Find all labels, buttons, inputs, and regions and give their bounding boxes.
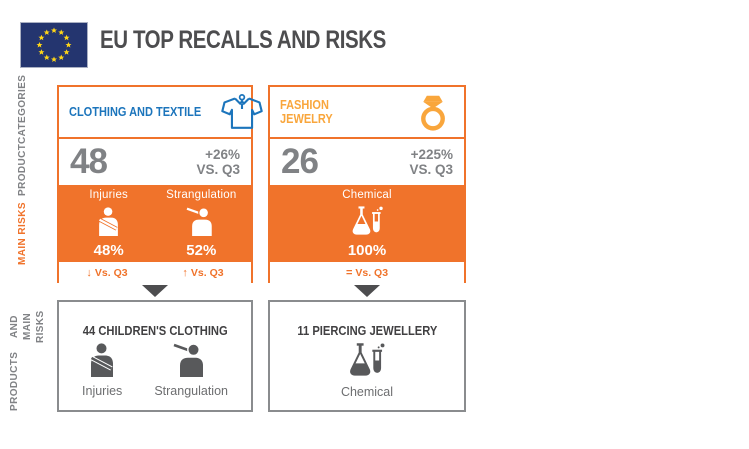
top-product-risks: Injuries Strangulation [82, 343, 228, 398]
risk-percent: 52% [186, 242, 217, 259]
trend-label: Vs. Q3 [94, 266, 128, 279]
injury-person-icon [93, 207, 124, 236]
risk-label: Strangulation [166, 189, 237, 201]
trend-arrow-up-icon: ↑ [182, 266, 188, 279]
category-title-line: JEWELRY [280, 112, 333, 126]
category-title: CLOTHING AND TEXTILE [69, 105, 219, 119]
trend-equal-icon: = [345, 266, 353, 279]
risk-item: Strangulation 52% [158, 189, 244, 259]
strangulation-person-icon [186, 207, 217, 236]
recall-count-row: 26 +225% VS. Q3 [270, 139, 464, 185]
risk-item: Injuries [82, 343, 122, 398]
recall-count: 48 [70, 142, 108, 181]
top-product-risks: Chemical [341, 343, 393, 399]
recall-count-row: 48 +26% VS. Q3 [59, 139, 251, 185]
risk-percent: 48% [93, 242, 124, 259]
top-product-box-clothing: 44 CHILDREN'S CLOTHING Injuries [57, 300, 253, 412]
change-value: +26% [205, 146, 240, 162]
sidebar-label-line: MAIN RISKS [17, 202, 28, 266]
down-arrow-icon [354, 285, 380, 297]
strangulation-person-icon [173, 343, 209, 382]
trend-label: Vs. Q3 [355, 266, 389, 279]
trend-cell: = Vs. Q3 [270, 267, 464, 279]
trend-cell: ↓ Vs. Q3 [59, 267, 155, 279]
risk-item: Injuries 48% [66, 189, 152, 259]
tshirt-icon [219, 93, 265, 131]
ring-icon [410, 93, 456, 132]
trend-arrow-down-icon: ↓ [86, 266, 92, 279]
change-period: VS. Q3 [409, 162, 453, 177]
top-product-box-jewelry: 11 PIERCING JEWELLERY Chemical [268, 300, 466, 412]
risk-label: Strangulation [154, 384, 228, 398]
main-risks-panel: Injuries 48% Strangulation [59, 185, 251, 262]
sidebar-label-line: CATEGORIES [17, 74, 28, 144]
risk-percent: 100% [347, 242, 387, 259]
chemical-flask-icon [350, 206, 384, 237]
risk-label: Injuries [82, 384, 123, 398]
sidebar-label-product-categories: PRODUCT CATEGORIES [16, 74, 50, 196]
main-risks-panel: Chemical 100% [270, 185, 464, 262]
sidebar-label-line: PRODUCTS [9, 351, 20, 411]
trend-cell: ↑ Vs. Q3 [155, 267, 251, 279]
risk-label: Chemical [340, 385, 394, 399]
change-vs-q3: +26% VS. Q3 [196, 147, 240, 177]
risk-label: Chemical [342, 189, 392, 201]
recall-count: 26 [281, 142, 319, 181]
sidebar-label-line: AND MAIN RISKS [9, 310, 46, 343]
injury-person-icon [84, 343, 120, 382]
trend-strip: ↓ Vs. Q3 ↑ Vs. Q3 [59, 262, 251, 283]
page-title: EU TOP RECALLS AND RISKS [100, 26, 386, 54]
trend-strip: = Vs. Q3 [270, 262, 464, 283]
category-title-line: CLOTHING AND TEXTILE [69, 105, 202, 119]
change-period: VS. Q3 [196, 162, 240, 177]
risk-item: Chemical 100% [324, 189, 410, 259]
chemical-flask-icon [347, 343, 386, 383]
category-header: CLOTHING AND TEXTILE [59, 87, 263, 139]
eu-flag-icon [20, 22, 88, 68]
top-product-title: 44 CHILDREN'S CLOTHING [82, 323, 228, 338]
category-header: FASHION JEWELRY [270, 87, 464, 139]
risk-label: Injuries [89, 189, 128, 201]
risk-item: Strangulation [154, 343, 228, 398]
risk-item: Chemical [341, 343, 393, 399]
sidebar-label-main-risks: MAIN RISKS [16, 186, 50, 282]
down-arrow-icon [142, 285, 168, 297]
category-title-line: FASHION [280, 98, 329, 112]
category-column-jewelry: FASHION JEWELRY 26 +225% VS. Q3 Chemical [268, 85, 466, 283]
top-product-title: 11 PIERCING JEWELLERY [297, 323, 437, 338]
category-column-clothing: CLOTHING AND TEXTILE 48 +26% VS. Q3 I [57, 85, 263, 283]
sidebar-label-products-and-main-risks: PRODUCTS AND MAIN RISKS [8, 301, 50, 411]
trend-label: Vs. Q3 [190, 266, 224, 279]
category-title: FASHION JEWELRY [280, 98, 410, 126]
change-value: +225% [410, 146, 453, 162]
change-vs-q3: +225% VS. Q3 [409, 147, 453, 177]
